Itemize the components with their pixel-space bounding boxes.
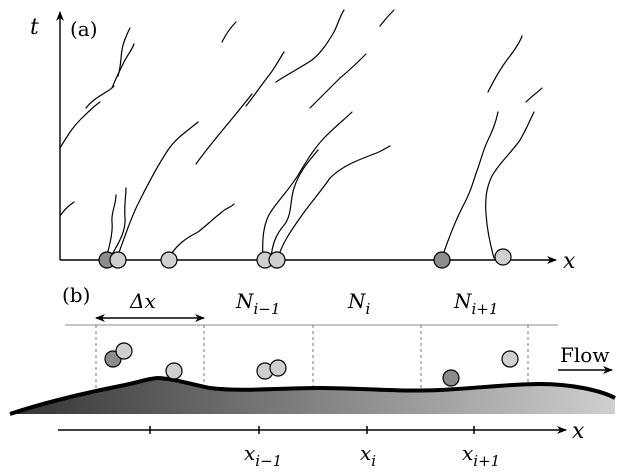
particle bbox=[165, 362, 183, 380]
panel-b-label: (b) bbox=[62, 283, 90, 307]
trajectory bbox=[85, 85, 115, 109]
trajectory bbox=[111, 43, 135, 89]
trajectory bbox=[487, 35, 523, 93]
trajectory bbox=[270, 149, 319, 259]
trajectory bbox=[117, 27, 131, 77]
trajectories bbox=[59, 9, 543, 259]
trajectory bbox=[116, 121, 199, 259]
particle bbox=[501, 350, 519, 368]
panel-b: (b) Δx Ni−1 Ni Ni+1 Flow bbox=[9, 283, 616, 470]
trajectory bbox=[525, 87, 543, 103]
panel-a: (a) t x bbox=[30, 9, 576, 274]
particle bbox=[433, 251, 451, 269]
trajectory bbox=[59, 201, 75, 217]
trajectory bbox=[275, 9, 345, 83]
trajectory bbox=[221, 21, 237, 43]
x-right-label: xi+1 bbox=[462, 441, 500, 470]
delta-x-label: Δx bbox=[129, 289, 156, 313]
particle bbox=[160, 251, 178, 269]
trajectory bbox=[485, 111, 535, 259]
trajectory bbox=[168, 203, 235, 259]
N-mid-label: Ni bbox=[347, 289, 371, 318]
trajectory bbox=[441, 111, 499, 259]
N-left-label: Ni−1 bbox=[235, 289, 280, 318]
trajectory bbox=[59, 101, 101, 149]
particle bbox=[268, 251, 286, 269]
panel-a-label: (a) bbox=[70, 17, 98, 41]
particles-a bbox=[98, 248, 512, 269]
bed-surface bbox=[9, 375, 616, 416]
particles-b bbox=[104, 342, 519, 387]
trajectory bbox=[195, 93, 253, 165]
trajectory bbox=[309, 53, 367, 109]
bed-profile bbox=[10, 378, 615, 414]
particle bbox=[115, 342, 133, 360]
particle bbox=[269, 359, 287, 377]
x-mid-label: xi bbox=[360, 441, 376, 470]
trajectory bbox=[105, 194, 117, 259]
trajectory bbox=[262, 111, 353, 259]
flow-label: Flow bbox=[560, 343, 609, 367]
particle bbox=[494, 248, 512, 266]
x-axis-a-label: x bbox=[563, 249, 576, 274]
x-left-label: xi−1 bbox=[244, 441, 282, 470]
particle bbox=[109, 251, 127, 269]
N-right-label: Ni+1 bbox=[453, 289, 498, 318]
x-axis-b-label: x bbox=[572, 419, 585, 444]
trajectory bbox=[379, 9, 395, 27]
particle bbox=[442, 369, 460, 387]
trajectory bbox=[245, 51, 285, 107]
trajectory bbox=[277, 145, 391, 259]
trajectory bbox=[109, 187, 127, 259]
t-axis-label: t bbox=[30, 15, 39, 40]
